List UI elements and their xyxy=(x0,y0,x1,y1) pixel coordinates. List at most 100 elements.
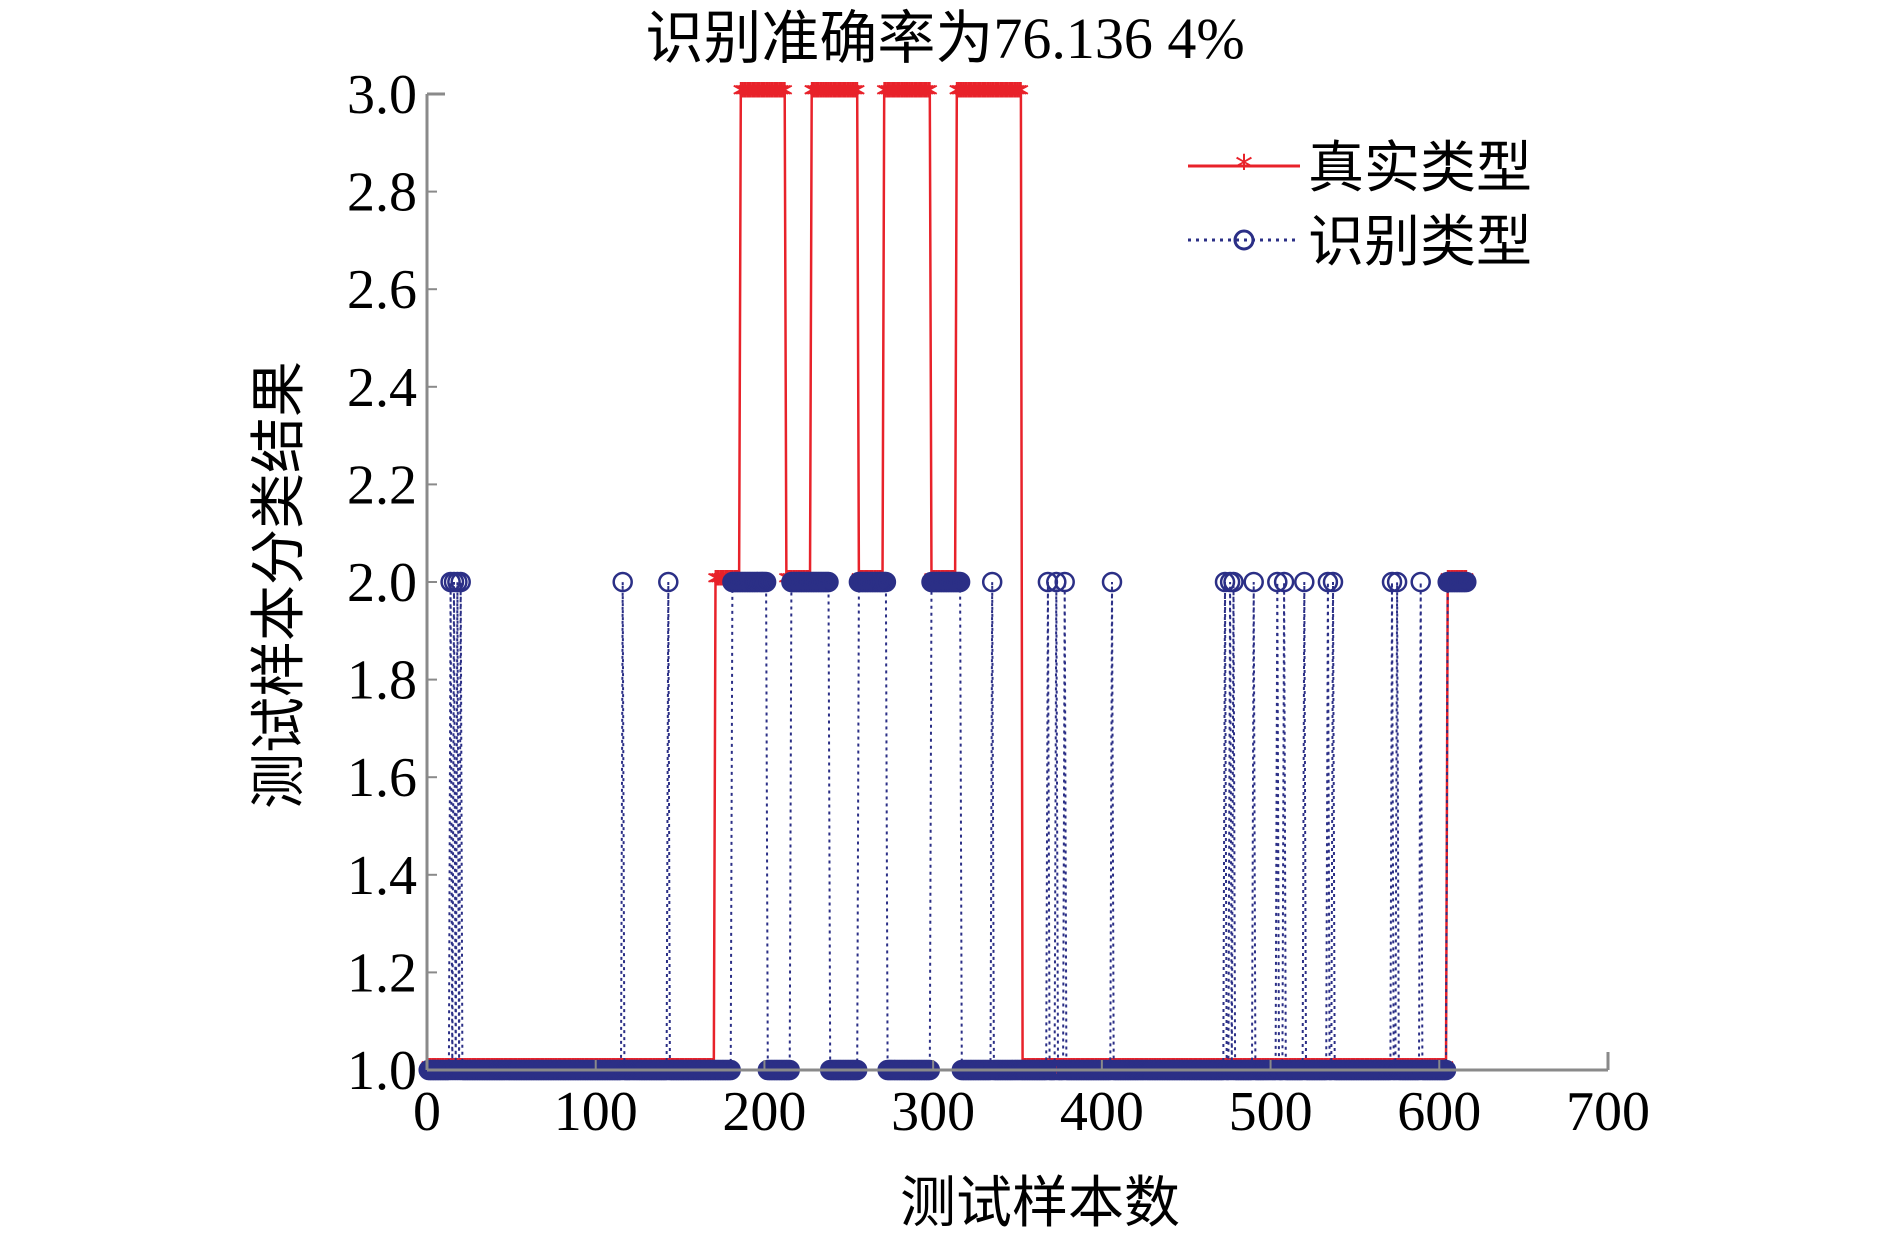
true-point-192: * xyxy=(744,76,761,116)
y-tick-label-1: 1.2 xyxy=(347,942,417,1004)
true-point-240: * xyxy=(825,76,842,116)
recognized-point-588 xyxy=(1410,571,1431,593)
recognized-point-334 xyxy=(981,571,1003,593)
true-point-347: * xyxy=(1006,76,1023,116)
true-point-320: * xyxy=(960,76,977,116)
true-point-191: * xyxy=(742,76,759,116)
true-point-209: * xyxy=(773,76,790,116)
true-point-229: * xyxy=(807,76,824,116)
series-recognized-type-line xyxy=(428,581,1467,1071)
true-point-246: * xyxy=(835,76,852,116)
true-point-289: * xyxy=(908,76,925,116)
true-point-325: * xyxy=(969,76,986,116)
true-point-321: * xyxy=(962,76,979,116)
true-point-316: * xyxy=(953,76,970,116)
true-point-283: * xyxy=(898,76,915,116)
true-point-327: * xyxy=(972,76,989,116)
y-tick-label-10: 3.0 xyxy=(347,64,417,126)
true-point-280: * xyxy=(893,76,910,116)
true-point-239: * xyxy=(823,76,840,116)
true-point-231: * xyxy=(810,76,827,116)
recognized-point-519 xyxy=(1294,571,1315,593)
recognized-point-503 xyxy=(1267,571,1288,593)
true-point-186: * xyxy=(734,76,751,116)
true-point-317: * xyxy=(955,76,972,116)
true-point-278: * xyxy=(889,76,906,116)
true-point-199: * xyxy=(756,76,773,116)
true-point-345: * xyxy=(1002,76,1019,116)
true-point-296: * xyxy=(920,76,937,116)
recognized-point-405 xyxy=(1101,571,1123,593)
recognized-point-315 xyxy=(949,571,971,593)
true-point-203: * xyxy=(763,76,780,116)
true-point-252: * xyxy=(845,76,862,116)
series-recognized-type-marks xyxy=(418,571,1477,1081)
true-point-200: * xyxy=(758,76,775,116)
true-point-237: * xyxy=(820,76,837,116)
legend-label-true-type: 真实类型 xyxy=(1308,138,1532,200)
true-point-238: * xyxy=(822,76,839,116)
true-point-318: * xyxy=(957,76,974,116)
true-point-254: * xyxy=(849,76,866,116)
y-tick-label-8: 2.6 xyxy=(347,259,417,321)
true-point-193: * xyxy=(746,76,763,116)
recognized-point-372 xyxy=(1046,571,1067,593)
true-point-248: * xyxy=(839,76,856,116)
recognized-point-237 xyxy=(818,571,839,593)
legend: * 真实类型 识别类型 xyxy=(1188,138,1532,274)
true-point-198: * xyxy=(754,76,771,116)
true-point-232: * xyxy=(812,76,829,116)
true-point-291: * xyxy=(911,76,928,116)
true-point-328: * xyxy=(974,76,991,116)
true-point-202: * xyxy=(761,76,778,116)
x-tick-label-4: 400 xyxy=(1060,1081,1144,1143)
x-tick-label-7: 700 xyxy=(1566,1081,1650,1143)
true-point-343: * xyxy=(999,76,1016,116)
x-tick-label-1: 100 xyxy=(554,1081,638,1143)
true-point-344: * xyxy=(1001,76,1018,116)
true-point-346: * xyxy=(1004,76,1021,116)
true-point-314: * xyxy=(950,76,967,116)
legend-marker-circle xyxy=(1233,229,1255,251)
true-point-230: * xyxy=(808,76,825,116)
true-point-243: * xyxy=(830,76,847,116)
true-point-284: * xyxy=(899,76,916,116)
true-point-337: * xyxy=(989,76,1006,116)
true-point-340: * xyxy=(994,76,1011,116)
true-point-294: * xyxy=(916,76,933,116)
true-point-270: * xyxy=(876,76,893,116)
true-point-348: * xyxy=(1007,76,1024,116)
recognized-point-472 xyxy=(1214,571,1236,593)
true-point-275: * xyxy=(884,76,901,116)
true-point-293: * xyxy=(915,76,932,116)
y-tick-label-4: 1.8 xyxy=(347,650,417,712)
true-point-330: * xyxy=(977,76,994,116)
true-point-341: * xyxy=(996,76,1013,116)
recognized-point-477 xyxy=(1223,571,1244,593)
true-point-323: * xyxy=(965,76,982,116)
x-tick-label-0: 0 xyxy=(413,1081,441,1143)
true-point-247: * xyxy=(837,76,854,116)
axis-ticks: 0 100 200 300 400 500 600 700 1.0 1.2 1.4 1.6 1.8 2.0… xyxy=(347,64,1650,1143)
true-point-319: * xyxy=(958,76,975,116)
recognized-point-571 xyxy=(1381,571,1403,593)
true-point-236: * xyxy=(818,76,835,116)
recognized-point-142 xyxy=(658,571,679,593)
recognized-point-200 xyxy=(755,571,777,593)
true-point-170: * xyxy=(707,564,724,604)
recognized-point-536 xyxy=(1322,571,1344,593)
y-tick-label-0: 1.0 xyxy=(347,1040,417,1102)
true-point-251: * xyxy=(844,76,861,116)
true-point-227: * xyxy=(803,76,820,116)
true-point-204: * xyxy=(764,76,781,116)
x-tick-label-2: 200 xyxy=(722,1081,806,1143)
recognized-point-115 xyxy=(612,571,633,593)
true-point-196: * xyxy=(751,76,768,116)
true-point-333: * xyxy=(982,76,999,116)
true-point-194: * xyxy=(748,76,765,116)
true-point-250: * xyxy=(842,76,859,116)
recognized-point-533 xyxy=(1317,571,1339,593)
true-point-274: * xyxy=(883,76,900,116)
recognized-point-271 xyxy=(875,571,897,593)
true-point-233: * xyxy=(813,76,830,116)
